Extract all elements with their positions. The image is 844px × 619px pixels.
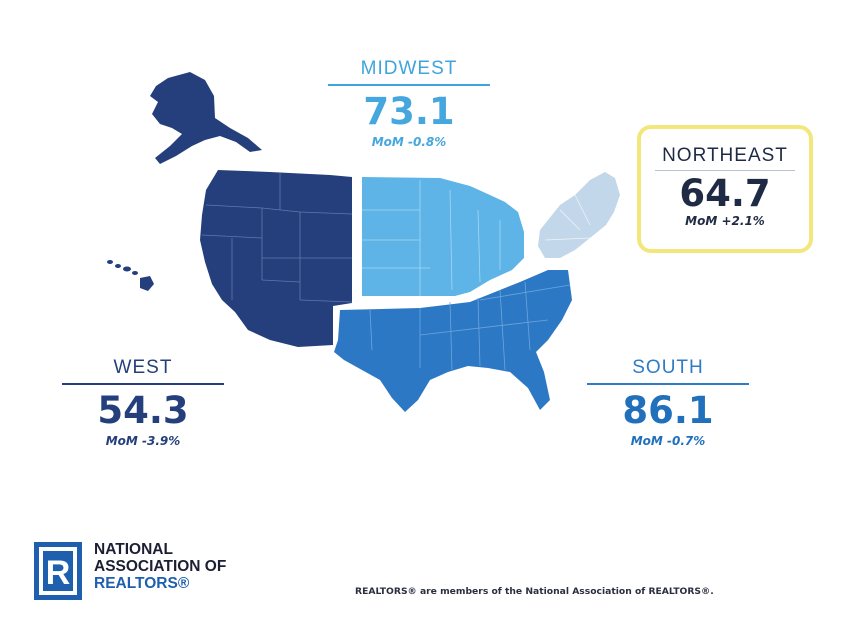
logo-line-1: NATIONAL [94,541,173,558]
west-name: WEST [62,357,224,385]
nar-logo: R NATIONAL ASSOCIATION OF REALTORS® [34,538,264,600]
alaska-shape [150,72,262,164]
northeast-name: NORTHEAST [655,145,795,171]
west-label: WEST 54.3 MoM -3.9% [62,357,224,448]
midwest-label: MIDWEST 73.1 MoM -0.8% [328,58,490,149]
midwest-name: MIDWEST [328,58,490,86]
logo-wordmark: NATIONAL ASSOCIATION OF REALTORS® [94,541,226,592]
west-region-shape [200,170,352,347]
footer-disclaimer: REALTORS® are members of the National As… [355,586,714,597]
south-state-borders [369,281,571,371]
hawaii-shape [107,260,154,291]
logo-line-2: ASSOCIATION OF [94,558,227,575]
south-value: 86.1 [622,389,714,432]
midwest-state-borders [362,180,501,296]
south-region-shape [334,270,572,412]
northeast-region-shape [538,172,620,258]
northeast-label-box: NORTHEAST 64.7 MoM +2.1% [637,125,813,253]
south-label: SOUTH 86.1 MoM -0.7% [587,357,749,448]
northeast-value: 64.7 [679,172,771,215]
midwest-mom: MoM -0.8% [371,135,447,149]
west-state-borders [201,172,353,303]
west-mom: MoM -3.9% [105,434,181,448]
west-value: 54.3 [97,389,189,432]
logo-line-3: REALTORS® [94,575,190,592]
midwest-region-shape [362,177,524,296]
realtor-r-logo-icon: R [34,542,82,600]
northeast-mom: MoM +2.1% [685,214,765,228]
midwest-value: 73.1 [363,90,455,133]
south-mom: MoM -0.7% [630,434,706,448]
south-name: SOUTH [587,357,749,385]
svg-text:R: R [46,554,71,592]
northeast-state-borders [544,194,591,241]
